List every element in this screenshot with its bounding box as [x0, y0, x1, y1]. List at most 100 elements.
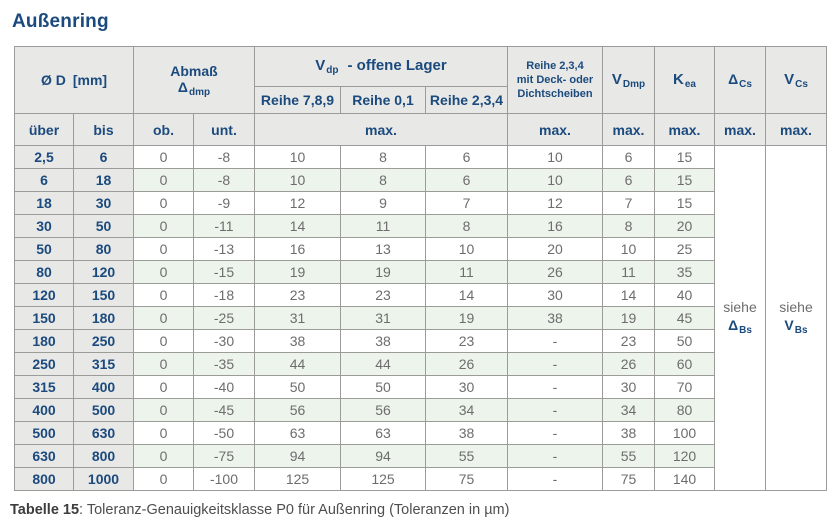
tolerance-value-cell: 13 [340, 237, 426, 261]
tolerance-value-cell: -11 [193, 214, 255, 238]
table-caption-text: : Toleranz-Genauigkeitsklasse P0 für Auß… [79, 502, 510, 518]
see-reference-cell: siehe VBs [765, 145, 827, 491]
diameter-range-cell: 800 [14, 467, 74, 491]
diameter-range-cell: 500 [73, 398, 134, 422]
tolerance-value-cell: 0 [133, 145, 194, 169]
tolerance-value-cell: 7 [602, 191, 655, 215]
tolerance-value-cell: 120 [654, 444, 715, 468]
diameter-range-cell: 30 [14, 214, 74, 238]
table-row: 315 400 0 -40 50 50 30-30 70 [14, 375, 827, 399]
tolerance-value-cell: 8 [602, 214, 655, 238]
diameter-range-cell: 120 [73, 260, 134, 284]
tolerance-value-cell: 38 [425, 421, 508, 445]
tolerance-value-cell: 44 [254, 352, 341, 376]
tolerance-value-cell: 16 [254, 237, 341, 261]
tolerance-value-cell: 0 [133, 444, 194, 468]
tolerance-value-cell: 30 [425, 375, 508, 399]
diameter-range-cell: 80 [14, 260, 74, 284]
vcs-max-header: max. [765, 113, 827, 146]
tolerance-value-cell: -8 [193, 168, 255, 192]
tolerance-value-cell: 20 [507, 237, 603, 261]
table-row: 18 30 0 -9 12 9 7 12 7 15 [14, 191, 827, 215]
header-row-groups: Ø D [mm] Abmaß Δdmp Vdp - offene Lager Rei… [14, 46, 827, 114]
tolerance-value-cell: 11 [340, 214, 426, 238]
col-reihe-234-header: Reihe 2,3,4 [425, 86, 508, 114]
tolerance-value-cell: 35 [654, 260, 715, 284]
tolerance-value-cell: 94 [340, 444, 426, 468]
deck-max-header: max. [507, 113, 603, 146]
diameter-range-cell: 400 [14, 398, 74, 422]
tolerance-value-cell: 75 [425, 467, 508, 491]
table-caption-label: Tabelle 15 [10, 502, 80, 518]
tolerance-value-cell: -25 [193, 306, 255, 330]
tolerance-value-cell: 12 [254, 191, 341, 215]
tolerance-value-cell: 56 [340, 398, 426, 422]
tolerance-value-cell: 0 [133, 191, 194, 215]
tolerance-value-cell: -9 [193, 191, 255, 215]
table-row: 30 50 0 -11 14 11 8 16 8 20 [14, 214, 827, 238]
tolerance-value-cell: -50 [193, 421, 255, 445]
tolerance-value-cell: 0 [133, 306, 194, 330]
tolerance-value-cell: 94 [254, 444, 341, 468]
see-word: siehe [779, 299, 813, 315]
tolerance-value-cell: -13 [193, 237, 255, 261]
diameter-range-cell: 18 [14, 191, 74, 215]
tolerance-value-cell: 34 [425, 398, 508, 422]
tolerance-value-cell: 16 [507, 214, 603, 238]
diameter-range-cell: 250 [14, 352, 74, 376]
tolerance-value-cell: - [507, 398, 603, 422]
tolerance-value-cell: 100 [654, 421, 715, 445]
tolerance-value-cell: 0 [133, 329, 194, 353]
tolerance-value-cell: 50 [340, 375, 426, 399]
tolerance-value-cell: 31 [340, 306, 426, 330]
tolerance-value-cell: 14 [254, 214, 341, 238]
diameter-range-cell: 30 [73, 191, 134, 215]
tolerance-value-cell: -100 [193, 467, 255, 491]
diameter-range-cell: 500 [14, 421, 74, 445]
tolerance-value-cell: - [507, 352, 603, 376]
tolerance-value-cell: -45 [193, 398, 255, 422]
table-row: 50 80 0 -13 16 13 10 20 10 25 [14, 237, 827, 261]
diameter-range-cell: 400 [73, 375, 134, 399]
diameter-range-cell: 6 [14, 168, 74, 192]
vdp-max-header: max. [254, 113, 508, 146]
tolerance-value-cell: 75 [602, 467, 655, 491]
table-row: 180 250 0 -30 38 38 23-23 50 [14, 329, 827, 353]
col-abmass-header: Abmaß Δdmp [133, 46, 255, 114]
col-vcs-header: VCs [765, 46, 827, 114]
tolerance-value-cell: 7 [425, 191, 508, 215]
table-row: 630 800 0 -75 94 94 55-55 120 [14, 444, 827, 468]
tolerance-value-cell: 6 [602, 168, 655, 192]
tolerance-value-cell: 15 [654, 191, 715, 215]
tolerance-value-cell: 140 [654, 467, 715, 491]
tolerance-value-cell: 38 [340, 329, 426, 353]
tolerance-value-cell: 60 [654, 352, 715, 376]
col-ob-header: ob. [133, 113, 194, 146]
tolerance-value-cell: 31 [254, 306, 341, 330]
tolerance-value-cell: 26 [425, 352, 508, 376]
tolerance-value-cell: 10 [602, 237, 655, 261]
tolerance-table: Ø D [mm] Abmaß Δdmp Vdp - offene Lager Rei… [14, 46, 827, 491]
see-word: siehe [723, 299, 757, 315]
diameter-range-cell: 630 [14, 444, 74, 468]
col-diameter-header: Ø D [mm] [14, 46, 134, 114]
kea-max-header: max. [654, 113, 715, 146]
table-row: 2,5 6 0 -8 10 8 6 10 6 15 siehe ΔBs siehe VBs [14, 145, 827, 491]
tolerance-value-cell: - [507, 375, 603, 399]
table-row: 800 1000 0 -100 125 125 75-75 140 [14, 467, 827, 491]
col-reihe-789-header: Reihe 7,8,9 [254, 86, 341, 114]
tolerance-value-cell: 6 [602, 145, 655, 169]
tolerance-value-cell: 34 [602, 398, 655, 422]
col-bis-header: bis [73, 113, 134, 146]
table-row: 250 315 0 -35 44 44 26-26 60 [14, 352, 827, 376]
tolerance-value-cell: 55 [602, 444, 655, 468]
diameter-range-cell: 180 [14, 329, 74, 353]
see-symbol: ΔBs [728, 316, 752, 336]
tolerance-value-cell: 10 [254, 168, 341, 192]
tolerance-value-cell: 0 [133, 260, 194, 284]
tolerance-value-cell: 50 [254, 375, 341, 399]
tolerance-value-cell: 0 [133, 421, 194, 445]
diameter-range-cell: 630 [73, 421, 134, 445]
col-vdmp-header: VDmp [602, 46, 655, 114]
tolerance-value-cell: 14 [602, 283, 655, 307]
